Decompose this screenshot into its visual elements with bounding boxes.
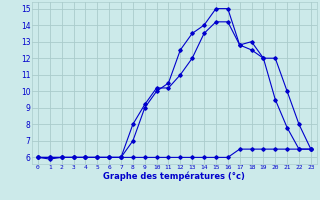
X-axis label: Graphe des températures (°c): Graphe des températures (°c) (103, 172, 245, 181)
